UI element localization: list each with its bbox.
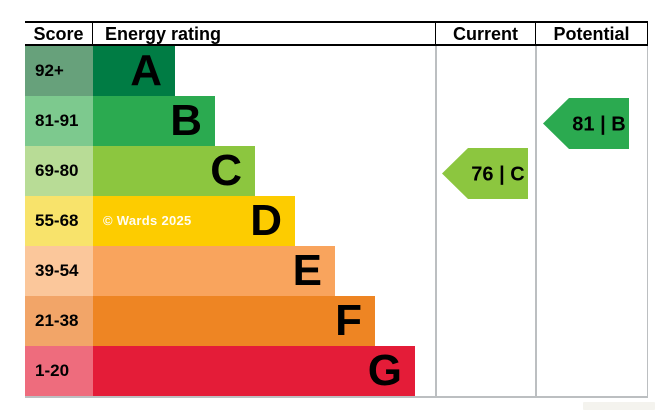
band-row-e: 39-54 E [25, 246, 648, 296]
score-cell: 1-20 [25, 346, 93, 396]
header-potential: Potential [535, 23, 648, 44]
band-row-c: 69-80 C [25, 146, 648, 196]
band-rows: 92+ A 81-91 B 69-80 C 55-68 D 39-54 E 21… [25, 46, 648, 396]
rating-bar-e: E [93, 246, 335, 296]
current-arrow-label: 76 | C [471, 164, 524, 186]
band-row-f: 21-38 F [25, 296, 648, 346]
wards-watermark: © Wards 2025 [103, 213, 192, 228]
rating-bar-a: A [93, 46, 175, 96]
potential-column-divider [535, 46, 537, 396]
rating-bar-f: F [93, 296, 375, 346]
rating-bar-g: G [93, 346, 415, 396]
potential-arrow-label: 81 | B [572, 114, 625, 136]
score-cell: 21-38 [25, 296, 93, 346]
cropped-corner-artifact [583, 402, 655, 410]
rating-bar-d: D [93, 196, 295, 246]
potential-rating-arrow: 81 | B [543, 98, 629, 149]
score-cell: 69-80 [25, 146, 93, 196]
header-score: Score [25, 23, 93, 44]
current-arrow-shape [442, 148, 528, 199]
table-header-row: Score Energy rating Current Potential [25, 21, 648, 46]
rating-bar-c: C [93, 146, 255, 196]
band-row-a: 92+ A [25, 46, 648, 96]
band-letter: F [335, 296, 362, 345]
table-right-border [646, 46, 648, 396]
band-row-b: 81-91 B [25, 96, 648, 146]
header-energy-rating: Energy rating [105, 23, 222, 44]
band-letter: A [130, 46, 162, 95]
band-letter: B [170, 96, 202, 145]
current-column-divider [435, 46, 437, 396]
band-letter: D [250, 196, 282, 245]
score-cell: 55-68 [25, 196, 93, 246]
rating-bar-b: B [93, 96, 215, 146]
band-letter: C [210, 146, 242, 195]
score-cell: 39-54 [25, 246, 93, 296]
header-current: Current [435, 23, 535, 44]
potential-arrow-shape [543, 98, 629, 149]
band-letter: E [292, 246, 322, 295]
band-letter: G [367, 346, 402, 395]
current-rating-arrow: 76 | C [442, 148, 528, 199]
score-cell: 81-91 [25, 96, 93, 146]
table-bottom-border [25, 396, 648, 398]
score-cell: 92+ [25, 46, 93, 96]
band-row-d: 55-68 D [25, 196, 648, 246]
band-row-g: 1-20 G [25, 346, 648, 396]
